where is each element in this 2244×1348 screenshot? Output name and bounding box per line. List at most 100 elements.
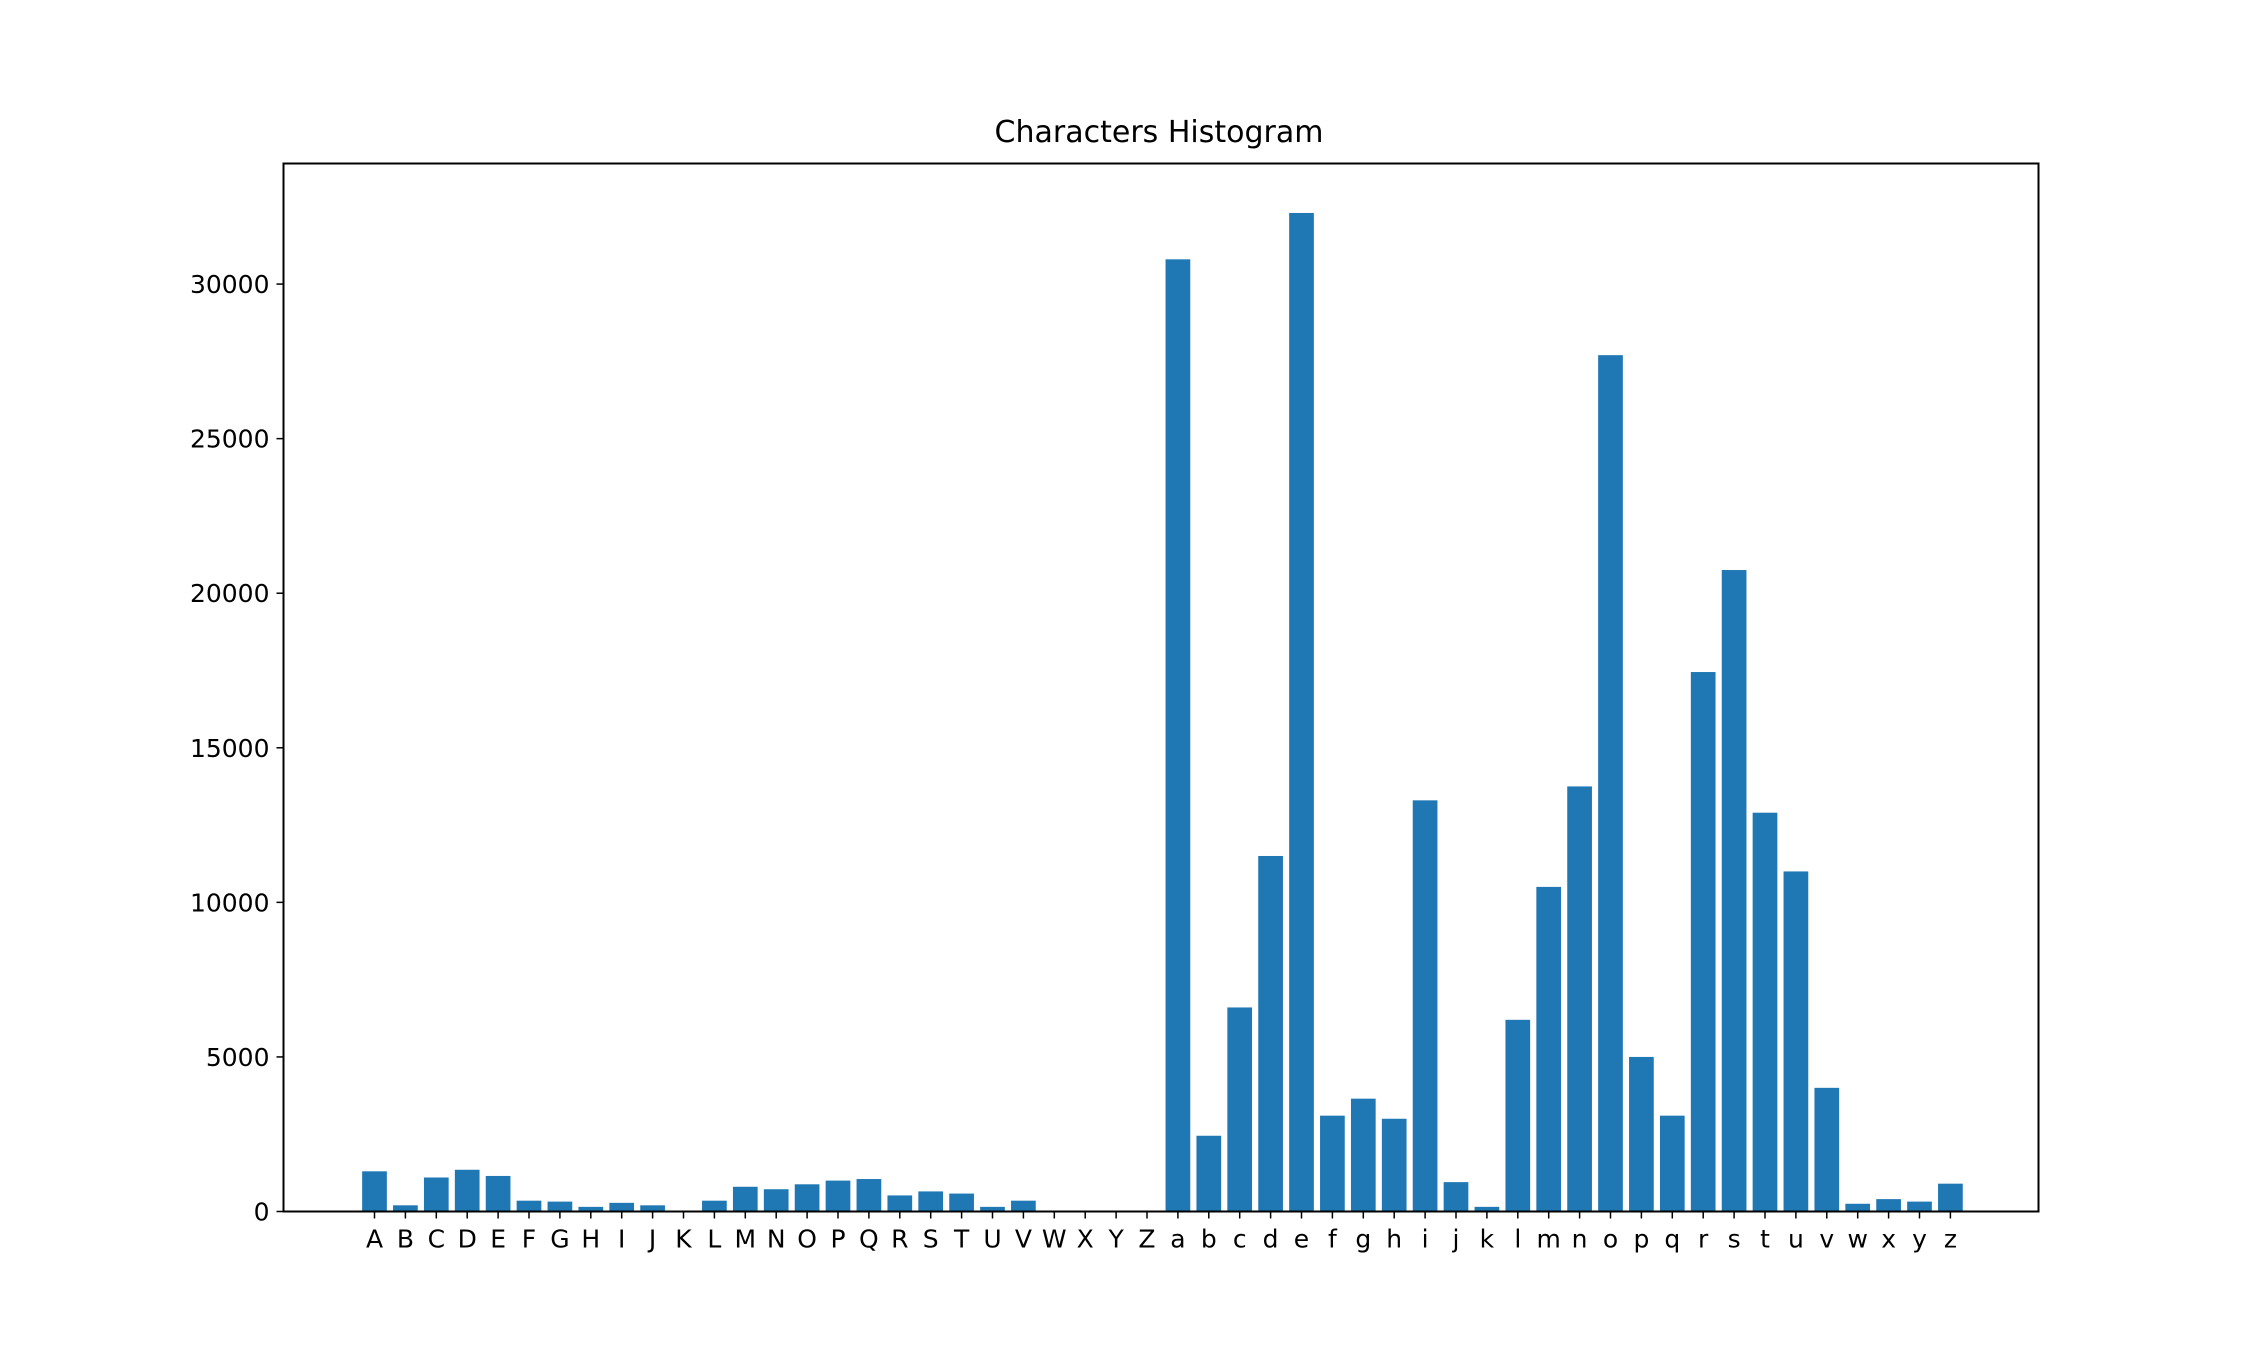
bar-L [702,1200,727,1212]
bar-x [1876,1199,1901,1212]
bar-C [423,1177,449,1212]
x-tick-label: R [891,1225,908,1254]
bar-m [1536,886,1562,1212]
bar-E [485,1175,511,1212]
bar-w [1845,1203,1871,1212]
plot-area-frame [282,162,2040,1213]
bar-i [1412,800,1438,1212]
x-tick-label: u [1788,1225,1804,1254]
bar-u [1783,871,1809,1212]
y-tick-label: 20000 [190,579,270,608]
bar-A [362,1171,387,1212]
bar-D [454,1169,480,1212]
bar-d [1258,855,1283,1212]
x-tick-label: F [522,1225,536,1254]
x-tick-label: C [428,1225,445,1254]
bar-l [1505,1019,1531,1212]
bar-n [1567,786,1592,1212]
x-tick-label: i [1422,1225,1429,1254]
bar-b [1196,1135,1222,1212]
x-tick-label: e [1294,1225,1309,1254]
y-tick-label: 5000 [206,1043,270,1072]
x-tick-label: h [1386,1225,1402,1254]
x-tick-label: w [1847,1225,1867,1254]
y-tick-label: 15000 [190,734,270,763]
bar-U [980,1206,1005,1212]
bar-h [1381,1118,1407,1212]
bar-G [547,1201,573,1212]
bar-Q [856,1179,882,1212]
x-tick-label: O [797,1225,817,1254]
x-tick-label: f [1328,1225,1338,1254]
bar-y [1907,1201,1932,1212]
x-tick-label: t [1760,1225,1770,1254]
x-tick-label: J [647,1225,656,1254]
bar-t [1752,812,1778,1212]
bar-s [1721,570,1747,1212]
x-tick-label: L [707,1225,721,1254]
x-tick-label: S [923,1225,939,1254]
x-tick-label: A [366,1225,383,1254]
x-tick-label: Q [859,1225,879,1254]
bar-H [578,1206,604,1212]
chart-title: Characters Histogram [995,115,1324,150]
bar-o [1598,355,1623,1212]
x-tick-label: l [1514,1225,1521,1254]
x-tick-label: X [1077,1225,1094,1254]
x-tick-label: s [1728,1225,1741,1254]
bar-N [763,1189,789,1212]
bar-V [1011,1200,1036,1212]
x-tick-label: I [618,1225,625,1254]
bar-J [640,1205,665,1212]
x-tick-label: y [1912,1225,1927,1254]
y-tick-label: 30000 [190,270,270,299]
y-tick-label: 25000 [190,425,270,454]
x-tick-label: b [1201,1225,1217,1254]
y-tick-label: 10000 [190,888,270,917]
x-tick-label: Z [1138,1225,1155,1254]
bar-S [918,1191,944,1212]
bar-I [609,1202,635,1212]
x-tick-label: g [1355,1225,1371,1254]
x-tick-label: a [1170,1225,1185,1254]
x-tick-label: d [1263,1225,1279,1254]
x-tick-label: G [550,1225,569,1254]
x-tick-label: B [397,1225,414,1254]
bar-e [1289,212,1314,1212]
bar-z [1938,1183,1963,1212]
x-tick-label: P [830,1225,845,1254]
x-tick-label: E [490,1225,506,1254]
bar-P [825,1180,851,1212]
bars-layer [362,212,1963,1212]
bar-k [1474,1206,1500,1212]
x-tick-label: D [458,1225,477,1254]
bar-r [1690,672,1716,1212]
x-tick-label: r [1698,1225,1709,1254]
bar-B [393,1205,418,1212]
x-tick-label: k [1480,1225,1495,1254]
bar-R [887,1195,913,1212]
bar-q [1659,1115,1685,1212]
x-tick-label: o [1603,1225,1618,1254]
x-tick-label: q [1664,1225,1680,1254]
x-tick-label: v [1819,1225,1834,1254]
x-tick-label: W [1042,1225,1067,1254]
bar-f [1320,1115,1345,1212]
bar-p [1629,1056,1654,1212]
x-tick-label: U [983,1225,1001,1254]
bar-c [1227,1007,1253,1212]
bar-v [1814,1087,1840,1212]
bar-M [732,1186,758,1212]
bar-a [1165,259,1191,1212]
bar-F [516,1200,542,1212]
x-tick-label: H [581,1225,600,1254]
x-tick-label: N [767,1225,786,1254]
x-tick-label: M [735,1225,757,1254]
x-tick-label: z [1944,1225,1957,1254]
x-tick-label: n [1572,1225,1588,1254]
x-tick-label: j [1452,1225,1460,1254]
bar-g [1350,1098,1376,1212]
